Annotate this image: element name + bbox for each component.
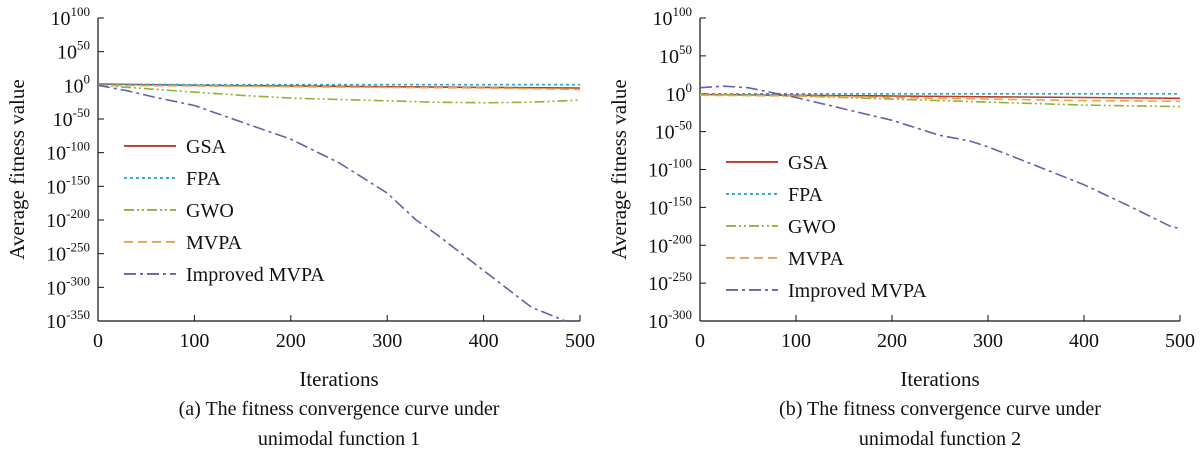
- panel-b-y-tick-label: 10-300: [648, 307, 692, 333]
- panel-b-series-improved-mvpa: [699, 85, 1181, 230]
- panel-b-legend-label: GWO: [788, 216, 836, 238]
- panel-a-legend-label: MVPA: [186, 232, 243, 254]
- panel-a-legend-label: GWO: [186, 200, 234, 222]
- panel-a-y-tick-label: 10-150: [46, 172, 90, 198]
- panel-a-y-tick-label: 10-200: [46, 206, 90, 232]
- panel-a-series-improved-mvpa: [97, 84, 566, 322]
- panel-a-x-tick-label: 500: [565, 330, 595, 352]
- panel-b-x-tick-label: 100: [781, 330, 811, 352]
- panel-b-y-tick-label: 10-150: [648, 193, 692, 219]
- panel-b-y-tick-label: 10-250: [648, 269, 692, 295]
- panel-a-legend-label: Improved MVPA: [186, 264, 325, 286]
- panel-b-y-tick-label: 10-100: [648, 156, 692, 182]
- panel-a-x-tick-label: 200: [276, 330, 306, 352]
- panel-a-y-tick-label: 100: [64, 71, 91, 97]
- panel-a-y-tick-label: 10-100: [46, 139, 90, 165]
- panel-b-legend-label: FPA: [788, 184, 823, 206]
- panel-b-series-gwo: [699, 93, 1181, 108]
- panel-b-legend-label: MVPA: [788, 248, 845, 270]
- panel-b-legend-label: Improved MVPA: [788, 280, 927, 302]
- panel-a-x-axis-title: Iterations: [299, 367, 378, 391]
- panel-a-x-tick-label: 0: [93, 330, 103, 352]
- panel-b-x-tick-label: 0: [695, 330, 705, 352]
- panel-b-y-tick-label: 10-200: [648, 231, 692, 257]
- panel-a-legend-label: GSA: [186, 136, 227, 158]
- panel-b-x-tick-label: 500: [1165, 330, 1195, 352]
- panel-a-caption-line2: unimodal function 1: [258, 428, 420, 450]
- panel-a-caption-line1: (a) The fitness convergence curve under: [179, 398, 500, 420]
- panel-b-series-gsa: [699, 93, 1181, 100]
- panel-a-y-axis-title: Average fitness value: [5, 79, 29, 259]
- panel-a-series-mvpa: [97, 84, 581, 91]
- panel-b-y-tick-label: 1050: [659, 42, 692, 68]
- panel-a-series-fpa: [97, 83, 580, 86]
- panel-a-y-tick-label: 10-250: [46, 240, 90, 266]
- panel-a-y-tick-label: 10-300: [46, 273, 90, 299]
- panel-a-y-tick-label: 10-350: [46, 307, 90, 333]
- panel-a-y-tick-label: 1050: [57, 38, 90, 64]
- panel-b-y-axis-title: Average fitness value: [607, 79, 631, 259]
- panel-a-x-tick-label: 400: [469, 330, 499, 352]
- panel-b-series-mvpa: [699, 94, 1181, 103]
- panel-a-y-tick-label: 10-50: [53, 105, 90, 131]
- panel-b-y-tick-label: 10-50: [655, 118, 692, 144]
- panel-b-y-tick-label: 100: [666, 80, 693, 106]
- panel-a-x-tick-label: 300: [372, 330, 402, 352]
- panel-b-legend-label: GSA: [788, 152, 829, 174]
- panel-b-caption-line2: unimodal function 2: [859, 428, 1021, 450]
- panel-a-y-tick-label: 10100: [51, 4, 91, 30]
- panel-b-x-axis-title: Iterations: [900, 367, 979, 391]
- panel-b-x-tick-label: 300: [973, 330, 1003, 352]
- panel-b-y-tick-label: 10100: [653, 4, 693, 30]
- panel-b-caption-line1: (b) The fitness convergence curve under: [779, 398, 1101, 420]
- panel-b-x-tick-label: 400: [1069, 330, 1099, 352]
- panel-a-legend-label: FPA: [186, 168, 221, 190]
- panel-a-x-tick-label: 100: [179, 330, 209, 352]
- panel-b-x-tick-label: 200: [877, 330, 907, 352]
